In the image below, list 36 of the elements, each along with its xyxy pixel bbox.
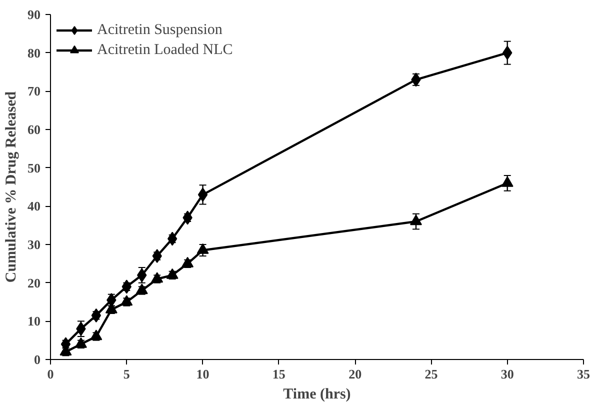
legend-label: Acitretin Suspension (97, 22, 222, 38)
point (182, 256, 194, 268)
point (196, 243, 209, 254)
x-tick-label: 5 (123, 366, 130, 382)
y-tick-label: 70 (28, 84, 40, 99)
x-tick-label: 10 (196, 366, 210, 382)
point (74, 337, 87, 348)
x-tick-label: 25 (424, 366, 438, 382)
point (91, 308, 102, 322)
y-axis-title: Cumulative % Drug Released (4, 90, 20, 283)
y-tick-label: 10 (28, 314, 40, 329)
legend-label: Acitretin Loaded NLC (97, 42, 233, 58)
x-axis-title: Time (hrs) (283, 386, 351, 402)
x-tick-label: 30 (500, 366, 514, 382)
point (120, 295, 133, 306)
y-tick-label: 90 (28, 7, 40, 22)
point (151, 272, 164, 283)
x-tick-label: 0 (47, 366, 54, 382)
y-tick-label: 30 (28, 237, 40, 252)
point (198, 188, 208, 202)
y-tick-label: 60 (28, 122, 40, 137)
y-tick-label: 80 (28, 45, 40, 60)
point (90, 330, 102, 340)
y-tick-label: 20 (28, 275, 40, 290)
y-tick-label: 40 (28, 198, 40, 214)
point (501, 176, 514, 187)
x-tick-label: 20 (348, 366, 362, 382)
point (410, 214, 422, 226)
x-tick-label: 35 (577, 366, 590, 382)
point (166, 268, 178, 279)
point (136, 284, 148, 294)
point (167, 232, 178, 246)
y-tick-label: 50 (28, 160, 40, 176)
point (152, 249, 162, 263)
y-tick-label: 0 (34, 352, 40, 367)
x-tick-label: 15 (272, 366, 286, 382)
